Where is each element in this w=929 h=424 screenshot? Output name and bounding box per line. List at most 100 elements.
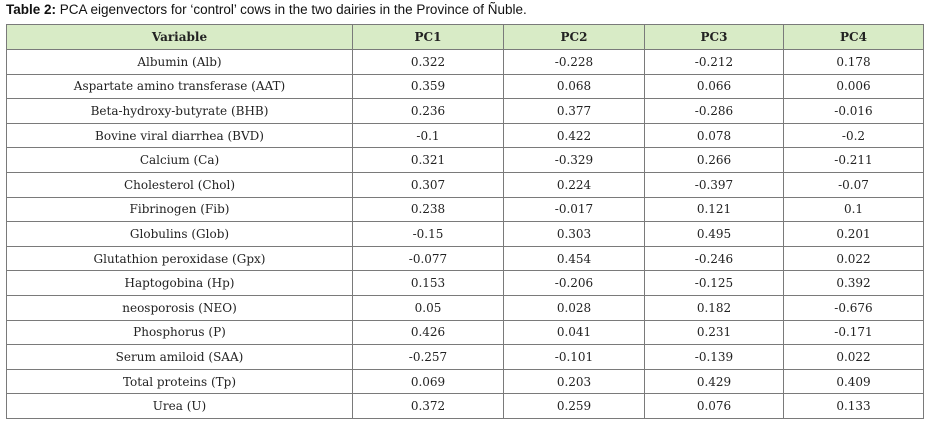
cell-pc1: -0.1 (352, 122, 504, 149)
cell-pc2: 0.224 (503, 171, 645, 198)
cell-pc4: 0.178 (783, 49, 924, 75)
cell-pc4: 0.006 (783, 73, 924, 100)
cell-pc3: 0.231 (644, 319, 784, 346)
table-caption-text: PCA eigenvectors for ‘control’ cows in t… (56, 2, 527, 17)
table-row: Calcium (Ca) 0.321 -0.329 0.266 -0.211 (6, 147, 924, 173)
cell-pc1: -0.257 (352, 344, 504, 370)
cell-pc3: 0.495 (644, 221, 784, 247)
cell-pc4: 0.1 (783, 196, 924, 223)
table-row: Total proteins (Tp) 0.069 0.203 0.429 0.… (6, 368, 924, 395)
cell-pc2: 0.422 (503, 122, 645, 149)
cell-pc4: 0.022 (783, 344, 924, 370)
cell-pc4: -0.676 (783, 294, 924, 321)
cell-pc1: 0.238 (352, 196, 504, 223)
table-row: Beta-hydroxy-butyrate (BHB) 0.236 0.377 … (6, 98, 924, 124)
cell-variable: Bovine viral diarrhea (BVD) (6, 122, 353, 149)
cell-pc1: 0.307 (352, 171, 504, 198)
cell-pc4: 0.022 (783, 245, 924, 272)
cell-variable: Albumin (Alb) (6, 49, 353, 75)
cell-variable: neosporosis (NEO) (6, 294, 353, 321)
cell-pc4: -0.211 (783, 147, 924, 173)
table-row: Urea (U) 0.372 0.259 0.076 0.133 (6, 393, 924, 419)
cell-variable: Globulins (Glob) (6, 221, 353, 247)
cell-pc3: 0.429 (644, 368, 784, 395)
cell-variable: Total proteins (Tp) (6, 368, 353, 395)
cell-pc1: 0.321 (352, 147, 504, 173)
cell-pc4: -0.016 (783, 98, 924, 124)
cell-pc1: 0.236 (352, 98, 504, 124)
cell-pc4: -0.2 (783, 122, 924, 149)
cell-pc2: 0.068 (503, 73, 645, 100)
cell-variable: Urea (U) (6, 393, 353, 419)
cell-pc2: 0.454 (503, 245, 645, 272)
cell-variable: Beta-hydroxy-butyrate (BHB) (6, 98, 353, 124)
column-header-pc1: PC1 (352, 24, 504, 50)
table-row: Albumin (Alb) 0.322 -0.228 -0.212 0.178 (6, 49, 924, 75)
cell-variable: Calcium (Ca) (6, 147, 353, 173)
cell-pc4: 0.201 (783, 221, 924, 247)
column-header-variable: Variable (6, 24, 353, 50)
cell-pc4: -0.171 (783, 319, 924, 346)
cell-pc2: 0.377 (503, 98, 645, 124)
cell-pc2: -0.228 (503, 49, 645, 75)
table-row: neosporosis (NEO) 0.05 0.028 0.182 -0.67… (6, 294, 924, 321)
pca-eigenvector-table: Variable PC1 PC2 PC3 PC4 Albumin (Alb) 0… (6, 24, 924, 419)
table-caption: Table 2: PCA eigenvectors for ‘control’ … (6, 0, 527, 20)
cell-pc3: 0.121 (644, 196, 784, 223)
cell-pc3: -0.125 (644, 270, 784, 296)
cell-pc3: 0.076 (644, 393, 784, 419)
cell-pc3: -0.212 (644, 49, 784, 75)
cell-pc2: -0.329 (503, 147, 645, 173)
column-header-pc3: PC3 (644, 24, 784, 50)
table-row: Globulins (Glob) -0.15 0.303 0.495 0.201 (6, 221, 924, 247)
cell-pc3: 0.182 (644, 294, 784, 321)
cell-pc1: 0.069 (352, 368, 504, 395)
cell-pc2: 0.041 (503, 319, 645, 346)
table-caption-lead: Table 2: (6, 2, 57, 17)
cell-variable: Fibrinogen (Fib) (6, 196, 353, 223)
table-row: Serum amiloid (SAA) -0.257 -0.101 -0.139… (6, 344, 924, 370)
table-header-row: Variable PC1 PC2 PC3 PC4 (6, 24, 924, 50)
cell-variable: Haptogobina (Hp) (6, 270, 353, 296)
cell-pc3: 0.066 (644, 73, 784, 100)
cell-pc3: 0.266 (644, 147, 784, 173)
table-row: Bovine viral diarrhea (BVD) -0.1 0.422 0… (6, 122, 924, 149)
cell-pc3: -0.246 (644, 245, 784, 272)
cell-variable: Serum amiloid (SAA) (6, 344, 353, 370)
cell-pc1: -0.15 (352, 221, 504, 247)
column-header-pc4: PC4 (783, 24, 924, 50)
cell-pc1: 0.322 (352, 49, 504, 75)
table-row: Aspartate amino transferase (AAT) 0.359 … (6, 73, 924, 100)
cell-pc3: -0.139 (644, 344, 784, 370)
table-row: Cholesterol (Chol) 0.307 0.224 -0.397 -0… (6, 171, 924, 198)
cell-pc4: 0.409 (783, 368, 924, 395)
cell-variable: Phosphorus (P) (6, 319, 353, 346)
cell-pc2: -0.206 (503, 270, 645, 296)
cell-pc4: -0.07 (783, 171, 924, 198)
table-row: Glutathion peroxidase (Gpx) -0.077 0.454… (6, 245, 924, 272)
cell-pc1: 0.372 (352, 393, 504, 419)
cell-pc4: 0.133 (783, 393, 924, 419)
cell-pc2: 0.203 (503, 368, 645, 395)
cell-pc1: 0.05 (352, 294, 504, 321)
table-row: Phosphorus (P) 0.426 0.041 0.231 -0.171 (6, 319, 924, 346)
cell-pc1: 0.426 (352, 319, 504, 346)
cell-pc2: 0.259 (503, 393, 645, 419)
cell-pc1: -0.077 (352, 245, 504, 272)
cell-pc3: 0.078 (644, 122, 784, 149)
cell-variable: Glutathion peroxidase (Gpx) (6, 245, 353, 272)
cell-pc2: 0.303 (503, 221, 645, 247)
cell-pc3: -0.397 (644, 171, 784, 198)
column-header-pc2: PC2 (503, 24, 645, 50)
cell-pc2: -0.017 (503, 196, 645, 223)
cell-pc2: -0.101 (503, 344, 645, 370)
cell-variable: Aspartate amino transferase (AAT) (6, 73, 353, 100)
cell-pc2: 0.028 (503, 294, 645, 321)
table-row: Haptogobina (Hp) 0.153 -0.206 -0.125 0.3… (6, 270, 924, 296)
cell-pc3: -0.286 (644, 98, 784, 124)
cell-pc1: 0.153 (352, 270, 504, 296)
table-row: Fibrinogen (Fib) 0.238 -0.017 0.121 0.1 (6, 196, 924, 223)
cell-pc4: 0.392 (783, 270, 924, 296)
cell-variable: Cholesterol (Chol) (6, 171, 353, 198)
cell-pc1: 0.359 (352, 73, 504, 100)
